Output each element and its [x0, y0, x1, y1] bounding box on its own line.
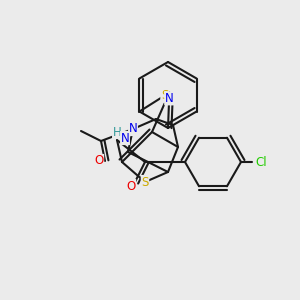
Text: H: H [112, 125, 122, 139]
Text: S: S [161, 89, 168, 102]
Text: N: N [129, 122, 137, 136]
Text: O: O [94, 154, 103, 167]
Text: S: S [141, 176, 149, 188]
Text: N: N [121, 131, 129, 145]
Text: N: N [165, 92, 173, 105]
Text: Cl: Cl [255, 155, 267, 169]
Text: O: O [126, 179, 136, 193]
